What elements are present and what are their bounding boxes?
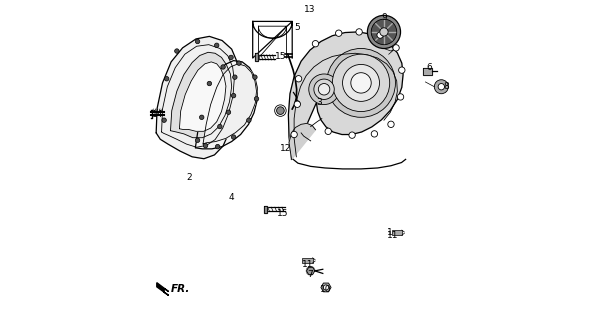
Circle shape	[207, 81, 212, 86]
Circle shape	[231, 93, 236, 98]
Circle shape	[247, 118, 251, 123]
Circle shape	[319, 84, 330, 95]
Circle shape	[371, 19, 397, 45]
Text: 14: 14	[152, 110, 164, 119]
Text: 1: 1	[387, 228, 392, 237]
Circle shape	[314, 79, 335, 100]
Circle shape	[221, 65, 225, 69]
Polygon shape	[203, 64, 256, 144]
Circle shape	[371, 131, 378, 137]
Circle shape	[312, 41, 319, 47]
Circle shape	[231, 135, 236, 139]
Circle shape	[295, 101, 300, 106]
Polygon shape	[306, 267, 315, 275]
Circle shape	[204, 143, 208, 148]
Text: 11: 11	[302, 260, 313, 269]
Circle shape	[229, 55, 233, 60]
Text: 3: 3	[317, 98, 322, 107]
Polygon shape	[306, 267, 313, 274]
Circle shape	[380, 28, 388, 36]
Text: 9: 9	[382, 13, 387, 22]
Circle shape	[164, 76, 169, 81]
Text: FR.: FR.	[171, 284, 191, 294]
Circle shape	[327, 49, 395, 117]
Circle shape	[367, 15, 400, 49]
Text: 15: 15	[275, 52, 286, 61]
Circle shape	[196, 39, 200, 44]
Circle shape	[434, 80, 448, 94]
Polygon shape	[288, 32, 403, 159]
Polygon shape	[321, 283, 331, 292]
Polygon shape	[424, 68, 432, 75]
Circle shape	[325, 128, 331, 134]
Text: 4: 4	[229, 193, 234, 202]
Circle shape	[393, 45, 399, 51]
Text: 5: 5	[295, 23, 300, 32]
Polygon shape	[157, 283, 169, 295]
Polygon shape	[264, 205, 268, 213]
Circle shape	[336, 30, 342, 36]
Circle shape	[253, 75, 257, 79]
Circle shape	[254, 97, 259, 101]
Text: 6: 6	[426, 63, 432, 72]
Circle shape	[215, 144, 220, 149]
Circle shape	[196, 138, 200, 142]
Circle shape	[397, 94, 403, 100]
Circle shape	[215, 43, 219, 48]
Polygon shape	[306, 267, 312, 275]
Circle shape	[291, 131, 297, 138]
Circle shape	[388, 121, 394, 127]
Polygon shape	[255, 53, 258, 60]
Text: 12: 12	[279, 144, 291, 153]
Text: 15: 15	[277, 209, 288, 218]
Polygon shape	[156, 36, 239, 159]
Text: 11: 11	[387, 231, 399, 240]
Circle shape	[237, 61, 241, 65]
Text: 10: 10	[320, 284, 331, 293]
Circle shape	[309, 74, 339, 105]
Circle shape	[356, 29, 362, 35]
Polygon shape	[196, 60, 257, 149]
Circle shape	[349, 132, 355, 138]
Circle shape	[162, 118, 166, 123]
Circle shape	[199, 115, 204, 120]
Text: 13: 13	[304, 5, 315, 14]
Polygon shape	[303, 258, 312, 263]
Text: 2: 2	[187, 173, 192, 182]
Circle shape	[332, 54, 390, 112]
Polygon shape	[307, 267, 315, 271]
Circle shape	[323, 285, 328, 290]
Polygon shape	[170, 52, 232, 138]
Polygon shape	[289, 123, 315, 159]
Polygon shape	[180, 62, 226, 131]
Circle shape	[399, 67, 405, 73]
Circle shape	[438, 84, 445, 90]
Text: 7: 7	[307, 269, 313, 279]
Polygon shape	[392, 230, 402, 235]
Circle shape	[232, 75, 237, 79]
Circle shape	[218, 124, 222, 129]
Circle shape	[226, 110, 231, 115]
Circle shape	[277, 107, 284, 115]
Circle shape	[294, 101, 301, 108]
Circle shape	[351, 73, 371, 93]
Circle shape	[343, 64, 379, 101]
Text: 8: 8	[443, 82, 449, 91]
Circle shape	[377, 32, 383, 38]
Circle shape	[175, 49, 179, 53]
Circle shape	[295, 76, 302, 82]
